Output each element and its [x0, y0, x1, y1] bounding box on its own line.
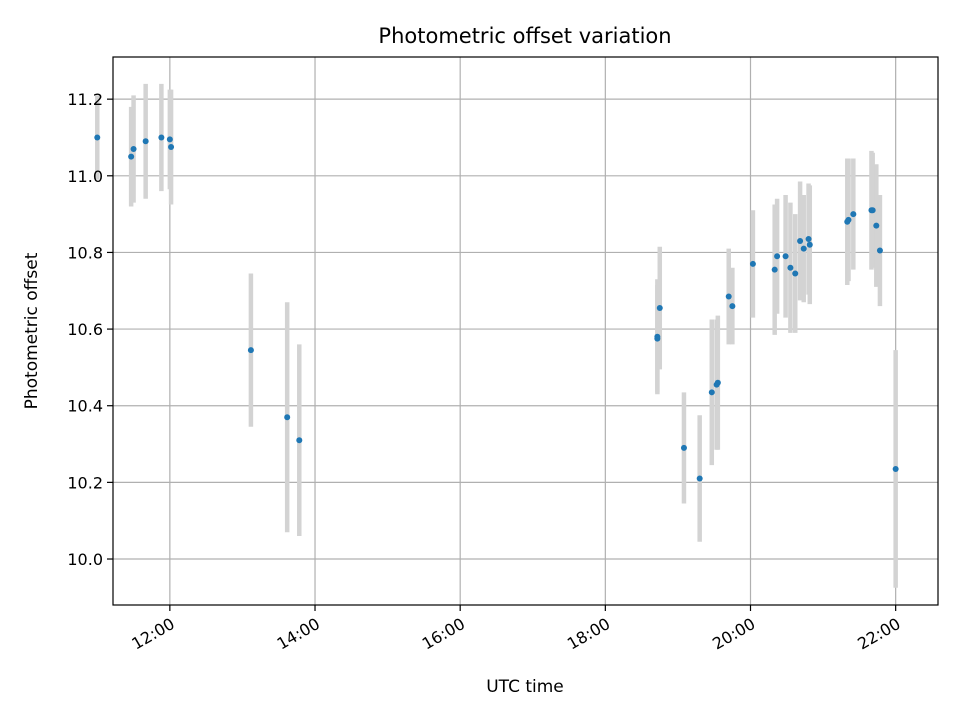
y-tick-label: 10.8	[67, 243, 103, 262]
data-point	[787, 264, 794, 271]
data-point	[869, 207, 876, 214]
y-tick-label: 11.2	[67, 90, 103, 109]
x-axis-label: UTC time	[486, 677, 564, 697]
data-point	[806, 241, 813, 248]
y-tick-label: 10.4	[67, 397, 103, 416]
data-point	[130, 145, 137, 152]
data-point	[729, 303, 736, 310]
data-point	[792, 270, 799, 277]
y-tick-label: 10.0	[67, 550, 103, 569]
data-point	[708, 389, 715, 396]
y-axis-label: Photometric offset	[22, 252, 42, 409]
y-axis-ticks: 10.0 10.2 10.4 10.6 10.8 11.0 11.2	[67, 90, 113, 569]
data-point	[774, 253, 781, 260]
data-point	[725, 293, 732, 300]
chart-title: Photometric offset variation	[378, 24, 671, 48]
data-point	[749, 260, 756, 267]
data-point	[892, 465, 899, 472]
data-point	[873, 222, 880, 229]
data-point	[771, 266, 778, 273]
data-point	[158, 134, 165, 141]
data-point	[296, 437, 303, 444]
data-point	[247, 347, 254, 354]
data-point	[94, 134, 101, 141]
y-tick-label: 11.0	[67, 167, 103, 186]
data-point	[782, 253, 789, 260]
data-point	[166, 136, 173, 143]
data-point	[142, 138, 149, 145]
data-points	[94, 134, 899, 482]
data-point	[696, 475, 703, 482]
data-point	[805, 236, 812, 243]
data-point	[680, 444, 687, 451]
data-point	[714, 379, 721, 386]
y-tick-label: 10.6	[67, 320, 103, 339]
plot-frame	[112, 56, 939, 606]
data-point	[654, 335, 661, 342]
data-point	[850, 211, 857, 218]
data-point	[656, 305, 663, 312]
data-point	[128, 153, 135, 160]
data-point	[845, 216, 852, 223]
data-point	[168, 144, 175, 151]
data-point	[797, 237, 804, 244]
data-point	[876, 247, 883, 254]
data-point	[800, 245, 807, 252]
y-tick-label: 10.2	[67, 473, 103, 492]
data-point	[284, 414, 291, 421]
